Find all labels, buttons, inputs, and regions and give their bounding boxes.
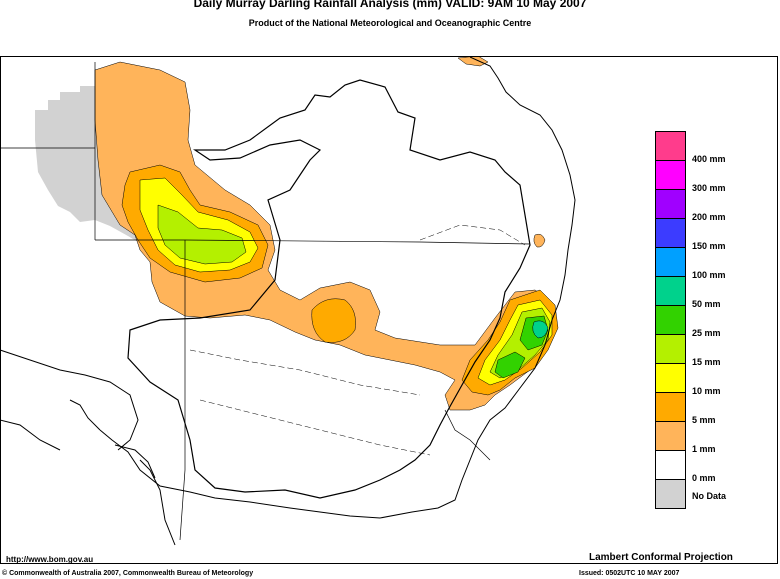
legend-label: No Data bbox=[692, 491, 727, 501]
legend-swatch bbox=[655, 450, 686, 480]
legend-label: 200 mm bbox=[692, 212, 726, 222]
legend-swatch bbox=[655, 334, 686, 364]
legend-swatch bbox=[655, 363, 686, 393]
legend-swatch bbox=[655, 421, 686, 451]
legend-label: 50 mm bbox=[692, 299, 721, 309]
legend-swatch bbox=[655, 276, 686, 306]
map-subtitle: Product of the National Meteorological a… bbox=[248, 18, 532, 28]
rain-50mm-zone bbox=[532, 320, 549, 339]
copyright-text: © Commonwealth of Australia 2007, Common… bbox=[2, 570, 254, 577]
legend-label: 0 mm bbox=[692, 473, 716, 483]
legend-label: 300 mm bbox=[692, 183, 726, 193]
legend-label: 1 mm bbox=[692, 444, 716, 454]
legend-swatch bbox=[655, 189, 686, 219]
legend-label: 100 mm bbox=[692, 270, 726, 280]
map-title: Daily Murray Darling Rainfall Analysis (… bbox=[193, 0, 587, 10]
state-borders bbox=[1, 62, 531, 541]
issued-timestamp: Issued: 0502UTC 10 MAY 2007 bbox=[579, 570, 680, 577]
legend-swatch bbox=[655, 305, 686, 335]
legend-label: 10 mm bbox=[692, 386, 721, 396]
legend-swatch bbox=[655, 247, 686, 277]
coastline bbox=[1, 57, 576, 519]
legend-label: 25 mm bbox=[692, 328, 721, 338]
legend-swatch bbox=[655, 160, 686, 190]
land-outline-sw bbox=[1, 349, 176, 546]
legend-label: 400 mm bbox=[692, 154, 726, 164]
legend-label: 5 mm bbox=[692, 415, 716, 425]
interior-lines bbox=[189, 224, 526, 456]
legend-swatch bbox=[655, 131, 686, 161]
legend-swatch bbox=[655, 218, 686, 248]
map-frame bbox=[0, 56, 778, 564]
legend-swatch bbox=[655, 392, 686, 422]
basin-boundary bbox=[127, 79, 531, 499]
legend-swatch bbox=[655, 479, 686, 509]
legend-label: 15 mm bbox=[692, 357, 721, 367]
legend-label: 150 mm bbox=[692, 241, 726, 251]
projection-label: Lambert Conformal Projection bbox=[589, 552, 733, 563]
bom-url-link[interactable]: http://www.bom.gov.au bbox=[6, 555, 94, 564]
